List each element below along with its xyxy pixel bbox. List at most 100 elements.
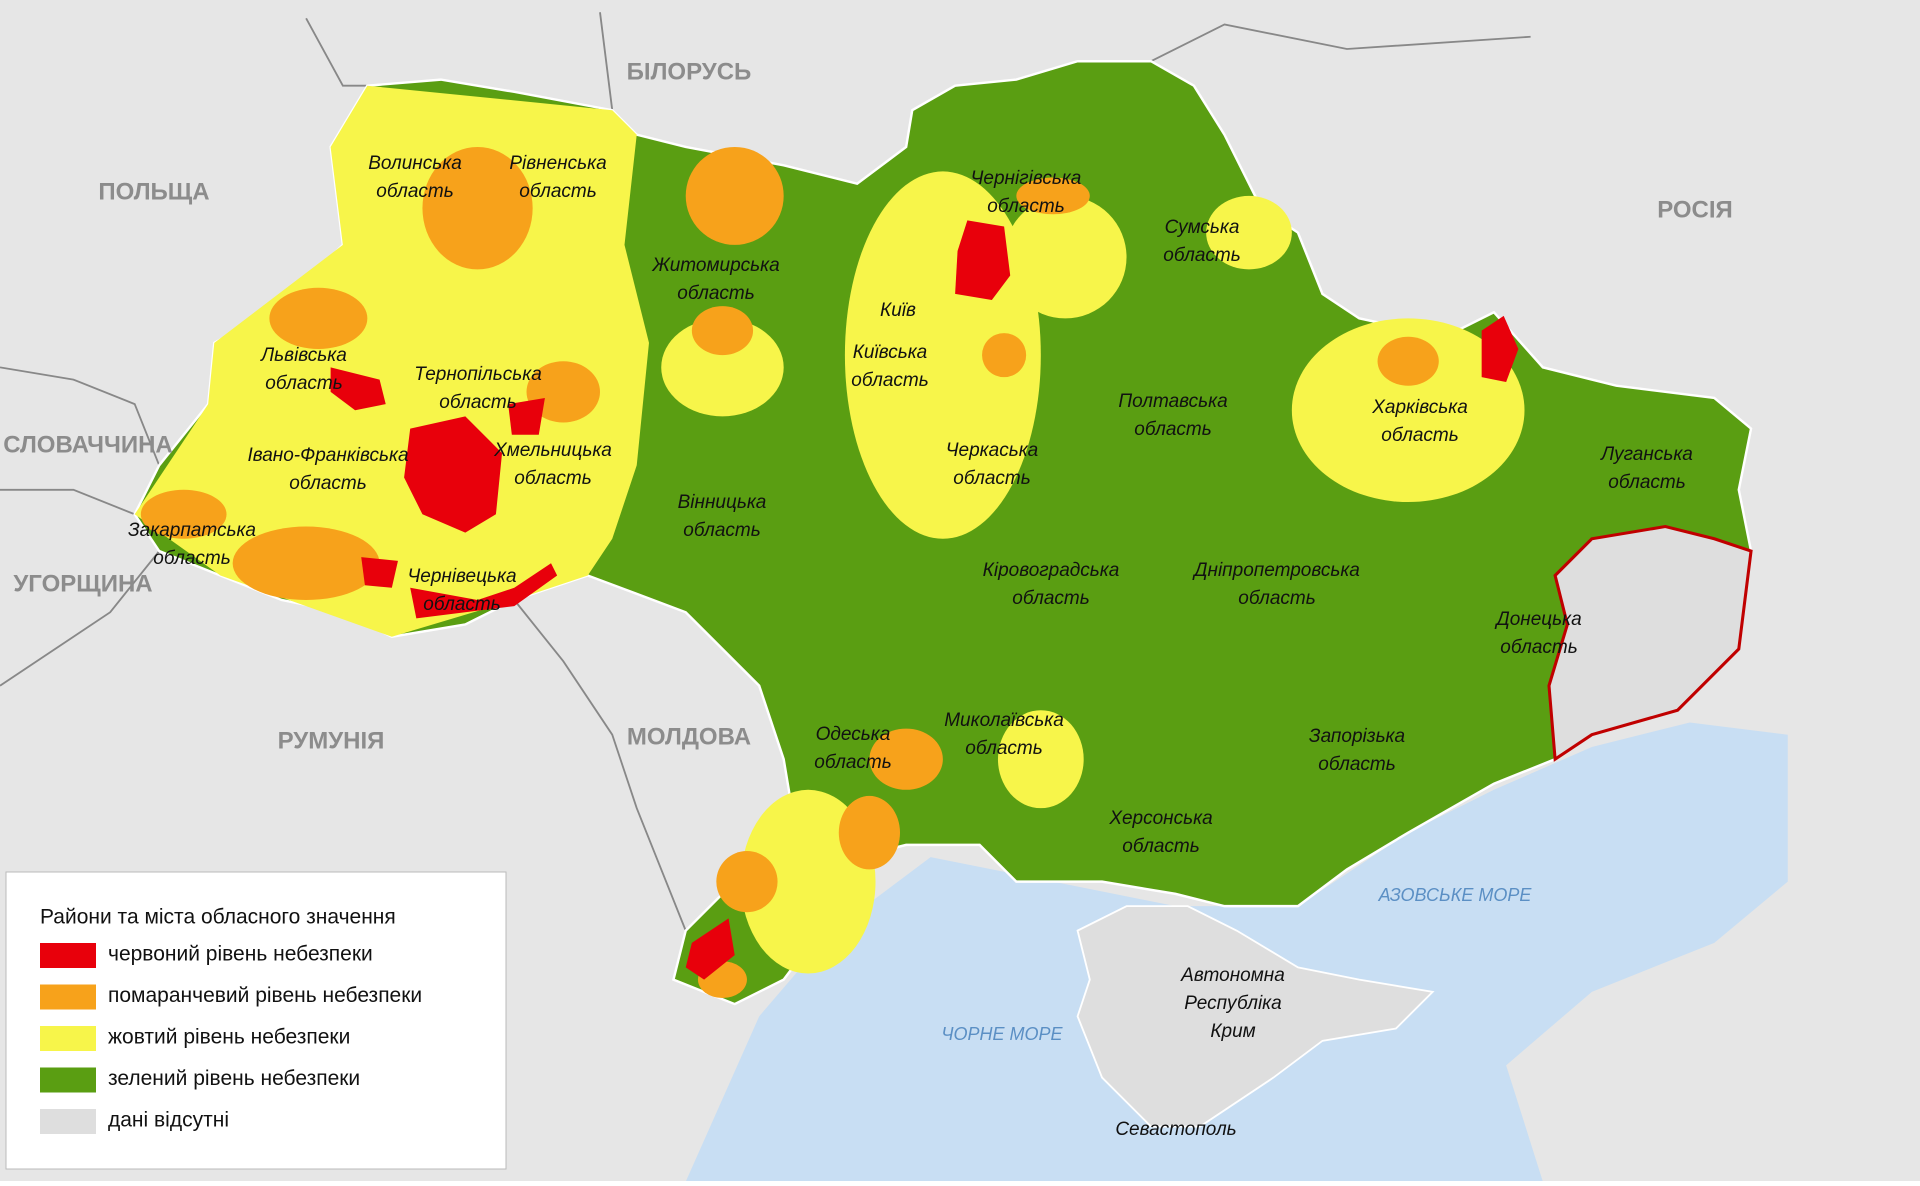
country-label: РУМУНІЯ bbox=[278, 727, 385, 754]
area bbox=[330, 367, 386, 411]
orange-areas bbox=[140, 146, 1439, 998]
region-label: область bbox=[683, 520, 760, 541]
legend-swatch bbox=[40, 1067, 96, 1093]
border bbox=[1150, 23, 1531, 63]
area bbox=[404, 416, 503, 533]
region-label: область bbox=[1381, 425, 1458, 446]
region-label: Київ bbox=[880, 300, 916, 321]
region-label: Запорізька bbox=[1309, 726, 1405, 747]
region-label: область bbox=[677, 283, 754, 304]
country-label: БІЛОРУСЬ bbox=[627, 58, 752, 85]
region-label: Полтавська bbox=[1118, 391, 1227, 412]
area bbox=[838, 795, 901, 870]
legend-title: Райони та міста обласного значення bbox=[40, 906, 396, 929]
legend-swatch bbox=[40, 984, 96, 1010]
region-label: Луганська bbox=[1599, 444, 1693, 465]
sea-label: АЗОВСЬКЕ МОРЕ bbox=[1378, 885, 1533, 905]
region-label: область bbox=[965, 738, 1042, 759]
area bbox=[685, 918, 735, 980]
region-label: Одеська bbox=[816, 724, 891, 745]
region-label: область bbox=[514, 468, 591, 489]
region-label: область bbox=[851, 370, 928, 391]
region-label: Хмельницька bbox=[493, 440, 612, 461]
region-label: Севастополь bbox=[1115, 1119, 1236, 1140]
border bbox=[305, 17, 368, 87]
border bbox=[599, 12, 614, 111]
region-label: Івано-Франківська bbox=[247, 445, 408, 466]
area bbox=[1016, 177, 1090, 215]
region-label: Донецька bbox=[1494, 609, 1581, 630]
area bbox=[997, 710, 1084, 809]
region-label: Миколаївська bbox=[944, 710, 1064, 731]
occupied bbox=[1547, 524, 1753, 762]
area bbox=[1004, 195, 1127, 319]
legend-swatch bbox=[40, 1109, 96, 1134]
border bbox=[0, 366, 161, 466]
country-label: РОСІЯ bbox=[1657, 196, 1733, 223]
border bbox=[513, 599, 687, 931]
region-label: Чернівецька bbox=[407, 566, 516, 587]
legend-label: помаранчевий рівень небезпеки bbox=[108, 984, 422, 1007]
region-label: область bbox=[1122, 836, 1199, 857]
region-label: область bbox=[265, 373, 342, 394]
country-label: ПОЛЬЩА bbox=[98, 178, 209, 205]
region-label: область bbox=[153, 548, 230, 569]
area bbox=[361, 557, 398, 588]
country-label: МОЛДОВА bbox=[627, 723, 751, 750]
legend-swatch bbox=[40, 943, 96, 968]
area bbox=[526, 361, 601, 423]
region-label: Крим bbox=[1210, 1021, 1255, 1042]
region-label: Тернопільська bbox=[414, 364, 542, 385]
country-label: СЛОВАЧЧИНА bbox=[3, 431, 173, 458]
area bbox=[1291, 318, 1525, 503]
region-label: область bbox=[423, 594, 500, 615]
area bbox=[232, 526, 380, 601]
area bbox=[869, 728, 943, 790]
legend-swatch bbox=[40, 1026, 96, 1051]
area bbox=[508, 397, 545, 435]
region-label: область bbox=[1500, 637, 1577, 658]
region-label: область bbox=[519, 181, 596, 202]
region-label: область bbox=[439, 392, 516, 413]
region-label: область bbox=[814, 752, 891, 773]
region-label: Автономна bbox=[1180, 965, 1285, 986]
red-areas bbox=[330, 220, 1519, 980]
region-label: Херсонська bbox=[1108, 808, 1212, 829]
region-label: Львівська bbox=[259, 345, 347, 366]
legend-label: дані відсутні bbox=[108, 1109, 229, 1132]
region-label: область bbox=[1318, 754, 1395, 775]
region-label: Черкаська bbox=[946, 440, 1039, 461]
region-label: Волинська bbox=[368, 153, 462, 174]
legend-label: жовтий рівень небезпеки bbox=[108, 1026, 350, 1049]
map-shapes bbox=[0, 12, 1788, 1182]
region-label: область bbox=[953, 468, 1030, 489]
country-label: УГОРЩИНА bbox=[13, 570, 152, 597]
region-label: область bbox=[1238, 588, 1315, 609]
region-label: Дніпропетровська bbox=[1192, 560, 1360, 581]
region-label: Чернігівська bbox=[971, 168, 1082, 189]
region-label: область bbox=[376, 181, 453, 202]
crimea bbox=[1076, 905, 1435, 1128]
region-label: Харківська bbox=[1371, 397, 1468, 418]
area bbox=[140, 489, 227, 539]
region-label: Рівненська bbox=[509, 153, 606, 174]
region-label: Київська bbox=[853, 342, 928, 363]
region-label: область bbox=[987, 196, 1064, 217]
area bbox=[691, 306, 754, 356]
area bbox=[422, 146, 533, 270]
legend-label: зелений рівень небезпеки bbox=[108, 1067, 360, 1090]
region-label: область bbox=[1134, 419, 1211, 440]
region-label: область bbox=[1163, 245, 1240, 266]
region-label: Житомирська bbox=[651, 255, 779, 276]
area bbox=[1206, 195, 1292, 270]
legend-label: червоний рівень небезпеки bbox=[108, 943, 373, 966]
region-label: область bbox=[1608, 472, 1685, 493]
region-label: Вінницька bbox=[678, 492, 767, 513]
area bbox=[685, 146, 784, 245]
region-label: Закарпатська bbox=[128, 520, 256, 541]
region-label: область bbox=[289, 473, 366, 494]
sea-label: ЧОРНЕ МОРЕ bbox=[941, 1024, 1063, 1044]
no-data-areas bbox=[1076, 524, 1753, 1128]
